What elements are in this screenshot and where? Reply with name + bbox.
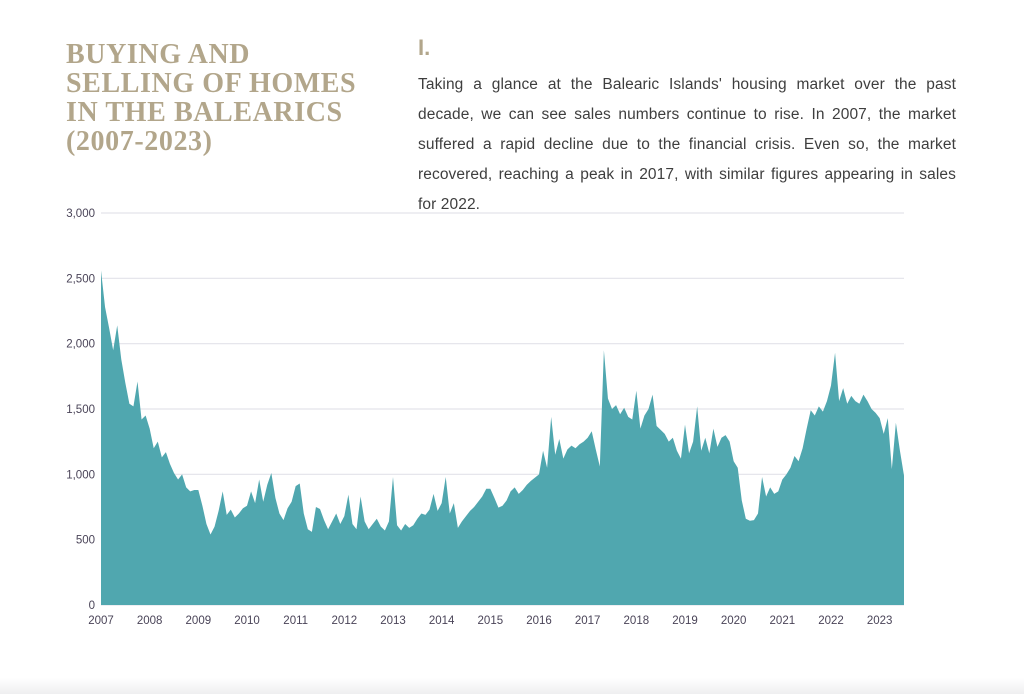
intro-paragraph: Taking a glance at the Balearic Islands'… [418, 76, 956, 213]
y-tick-label-2000: 2,000 [66, 339, 95, 351]
x-axis-labels: 2007 2008 2009 2010 2011 2012 2013 2014 2015 2016… [88, 615, 892, 627]
page-title-line-1: BUYING AND [66, 39, 251, 70]
x-tick-label-2011: 2011 [283, 615, 308, 627]
page-title-line-2: SELLING OF HOMES [66, 68, 357, 99]
y-tick-label-3000: 3,000 [66, 208, 95, 220]
x-tick-label-2019: 2019 [672, 615, 698, 627]
x-tick-label-2023: 2023 [867, 615, 893, 627]
sales-area-series [101, 270, 904, 605]
x-tick-label-2012: 2012 [332, 615, 358, 627]
y-tick-label-1500: 1,500 [66, 404, 95, 416]
page-title-line-4: (2007-2023) [66, 126, 213, 157]
y-tick-label-1000: 1,000 [66, 469, 95, 481]
page-title: BUYING AND SELLING OF HOMES IN THE BALEA… [66, 40, 396, 156]
x-tick-label-2013: 2013 [380, 615, 406, 627]
x-tick-label-2008: 2008 [137, 615, 163, 627]
x-tick-label-2020: 2020 [721, 615, 747, 627]
x-tick-label-2014: 2014 [429, 615, 455, 627]
y-axis-labels: 0 500 1,000 1,500 2,000 2,500 3,000 [66, 208, 95, 612]
y-tick-label-0: 0 [89, 600, 95, 612]
page-title-line-3: IN THE BALEARICS [66, 97, 343, 128]
x-tick-label-2021: 2021 [770, 615, 796, 627]
y-tick-label-2500: 2,500 [66, 273, 95, 285]
x-tick-label-2015: 2015 [478, 615, 504, 627]
x-tick-label-2016: 2016 [526, 615, 552, 627]
intro-section: I. Taking a glance at the Balearic Islan… [418, 36, 956, 220]
x-tick-label-2022: 2022 [818, 615, 844, 627]
x-tick-label-2017: 2017 [575, 615, 601, 627]
section-number: I. [418, 35, 431, 60]
x-tick-label-2007: 2007 [88, 615, 114, 627]
y-tick-label-500: 500 [76, 535, 95, 547]
x-tick-label-2010: 2010 [234, 615, 260, 627]
x-tick-label-2009: 2009 [186, 615, 212, 627]
x-tick-label-2018: 2018 [624, 615, 650, 627]
